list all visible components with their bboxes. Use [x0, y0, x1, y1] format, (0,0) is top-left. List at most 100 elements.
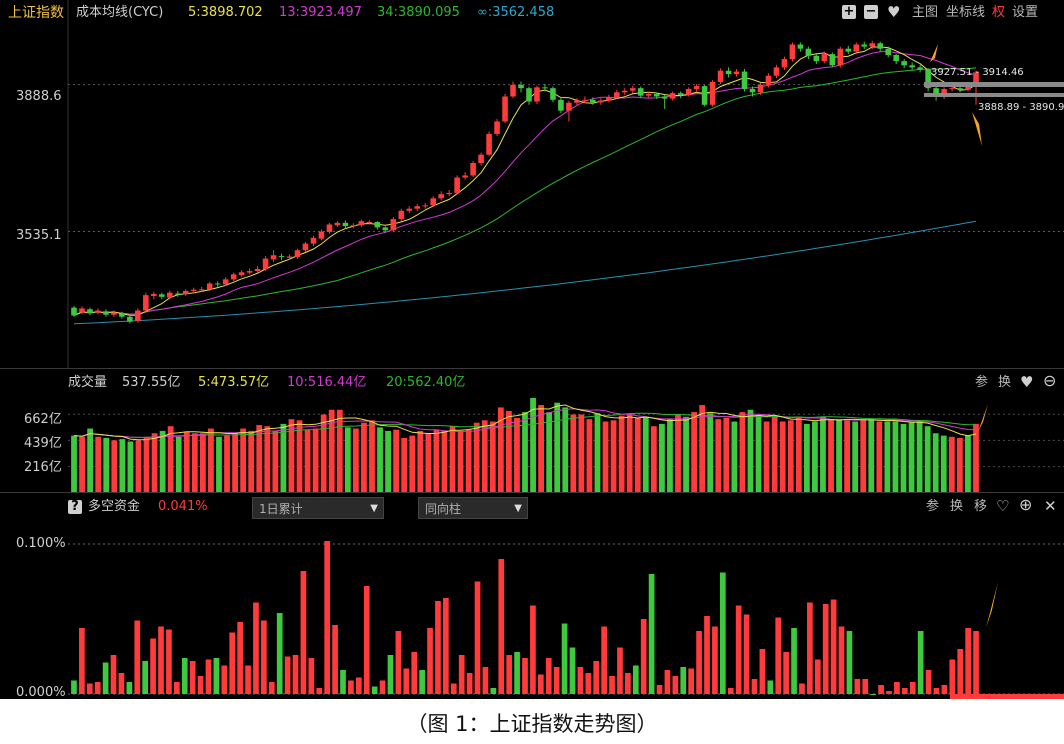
flow-bar — [435, 601, 441, 694]
flow-bar — [696, 631, 702, 694]
volume-bar — [457, 430, 464, 492]
volume-bar — [449, 426, 456, 492]
panel-divider[interactable] — [0, 368, 1064, 369]
candle-body — [645, 94, 652, 96]
flow-bar — [965, 628, 971, 694]
volume-ma20-line — [73, 412, 977, 438]
candle-body — [446, 192, 452, 195]
flow-bar — [102, 662, 109, 694]
candle-body — [901, 61, 907, 66]
flow-bar — [300, 571, 307, 694]
candle-body — [135, 310, 141, 321]
volume-switch-button[interactable]: 换 — [998, 375, 1012, 390]
volume-bar — [425, 433, 432, 492]
indicator-name[interactable]: 成本均线(CYC) — [76, 5, 164, 20]
volume-bar — [183, 432, 190, 492]
volume-params-button[interactable]: 参 — [975, 375, 989, 390]
volume-bar — [135, 440, 142, 492]
volume-bar — [352, 428, 359, 492]
heart-icon[interactable]: ♥ — [1020, 373, 1034, 391]
candle-body — [789, 44, 796, 60]
volume-bar — [675, 414, 681, 492]
flow-bar — [332, 625, 338, 694]
volume-bar — [497, 407, 504, 492]
candle-body — [198, 289, 205, 291]
candle-body — [414, 206, 421, 209]
candle-body — [550, 88, 556, 100]
candle-body — [717, 70, 724, 82]
flow-bar — [545, 658, 552, 694]
ma13-line — [73, 50, 977, 316]
candle-body — [374, 222, 381, 228]
zoom-icon[interactable]: ⊖ — [1043, 371, 1057, 390]
flow-bar — [71, 680, 77, 694]
close-icon[interactable]: ✕ — [1044, 497, 1057, 515]
y-tick-label: 3888.6 — [16, 89, 62, 104]
volume-bar — [312, 428, 319, 492]
ma-inf-value: ∞:3562.458 — [477, 5, 555, 20]
flow-move-button[interactable]: 移 — [974, 499, 988, 514]
rights-button[interactable]: 权 — [992, 5, 1006, 20]
flow-bar — [799, 683, 805, 694]
money-flow-chart-svg[interactable] — [0, 494, 1064, 699]
main-chart-button[interactable]: 主图 — [912, 5, 939, 20]
candle-body — [957, 88, 963, 90]
flow-bar — [822, 604, 829, 694]
volume-ma5: 5:473.57亿 — [198, 375, 270, 390]
flow-bar — [308, 658, 315, 694]
volume-bar — [224, 435, 230, 492]
candle-body — [406, 208, 413, 211]
candle-body — [813, 55, 820, 62]
range-select[interactable]: 1日累计 ▼ — [252, 497, 384, 519]
heart-icon[interactable]: ♥ — [887, 3, 901, 21]
flow-switch-button[interactable]: 换 — [950, 499, 964, 514]
zoom-in-icon[interactable]: ⊕ — [1019, 495, 1033, 514]
flow-params-button[interactable]: 参 — [926, 499, 940, 514]
candle-body — [334, 222, 341, 226]
volume-bar — [191, 433, 198, 492]
candle-body — [821, 54, 828, 62]
volume-bar — [562, 407, 569, 492]
minus-icon[interactable]: − — [864, 4, 878, 19]
flow-bar — [807, 602, 813, 694]
help-icon[interactable]: ? — [68, 500, 82, 514]
candle-body — [574, 100, 580, 103]
price-chart-svg[interactable] — [0, 0, 1064, 368]
flow-bar — [237, 622, 243, 694]
ma5-line — [73, 46, 977, 316]
axis-line-button[interactable]: 坐标线 — [946, 5, 986, 20]
heart-outline-icon[interactable]: ♡ — [996, 497, 1010, 515]
flow-bar — [284, 656, 291, 694]
candle-body — [566, 102, 572, 111]
candle-body — [590, 99, 596, 103]
flow-bar — [522, 658, 528, 694]
volume-bar — [820, 416, 826, 492]
flow-bar — [593, 661, 600, 694]
volume-bar — [481, 420, 488, 492]
volume-bar — [361, 422, 367, 492]
volume-bar — [208, 428, 214, 492]
plus-icon[interactable]: + — [842, 4, 856, 19]
volume-ma10-line — [73, 408, 977, 438]
flow-bar — [862, 679, 869, 694]
volume-bar — [771, 416, 778, 492]
arrow-annotation — [972, 112, 982, 146]
candle-body — [254, 268, 261, 272]
candle-body — [206, 283, 213, 290]
settings-button[interactable]: 设置 — [1012, 5, 1039, 20]
candle-body — [853, 44, 860, 52]
volume-chart-svg[interactable] — [0, 370, 1064, 492]
candle-body — [159, 294, 165, 297]
panel-divider[interactable] — [0, 492, 1064, 493]
volume-bar — [731, 421, 738, 492]
volume-bar — [143, 436, 150, 492]
flow-bar — [268, 682, 275, 694]
flow-bar — [569, 647, 576, 694]
flow-bar — [609, 676, 615, 694]
volume-bar — [433, 429, 440, 492]
style-select[interactable]: 同向柱 ▼ — [418, 497, 528, 519]
index-name[interactable]: 上证指数 — [8, 5, 64, 21]
flow-bar — [173, 682, 180, 694]
volume-bar — [940, 435, 947, 492]
candle-body — [741, 71, 748, 90]
